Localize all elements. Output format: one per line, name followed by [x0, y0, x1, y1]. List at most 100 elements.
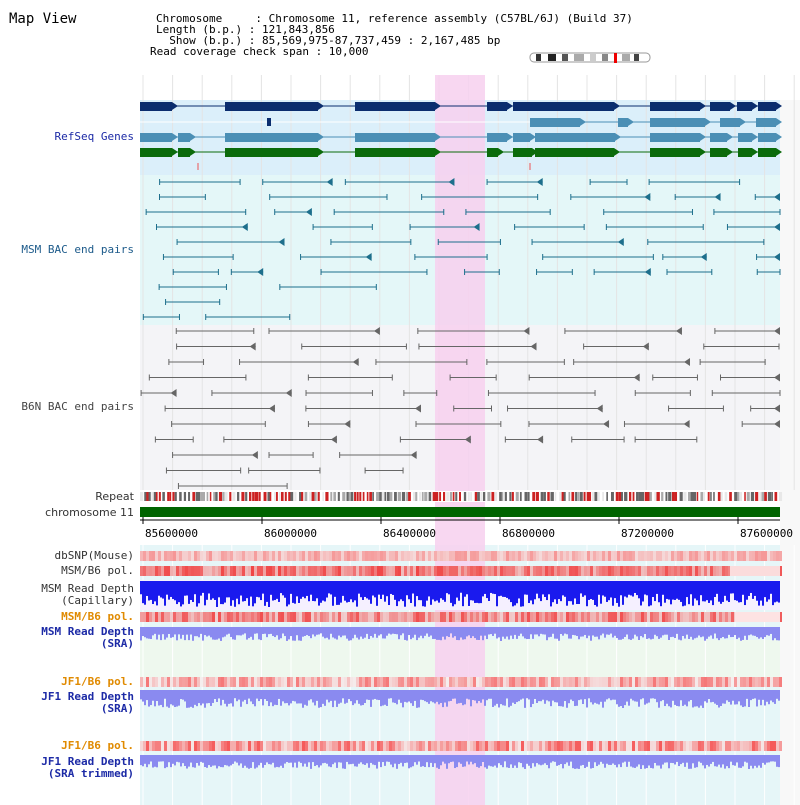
jf1-sra-depth-bar	[352, 690, 354, 706]
msm-pol2-cell	[188, 612, 191, 622]
jf1-pol2-cell	[158, 741, 161, 751]
msm-pol-cell	[215, 566, 218, 576]
msm-capillary-depth-bar	[616, 581, 618, 603]
msm-pol-cell	[365, 566, 368, 576]
jf1-pol2-cell	[149, 741, 152, 751]
jf1-sra-depth-bar	[572, 690, 574, 702]
dbsnp-cell	[605, 551, 608, 561]
msm-sra-depth-bar	[194, 627, 196, 637]
msm-pol2-cell	[686, 612, 689, 622]
msm-pol-cell	[563, 566, 566, 576]
msm-sra-depth-bar	[594, 627, 596, 637]
msm-sra-depth-bar	[208, 627, 210, 636]
jf1-trimmed-depth-bar	[328, 755, 330, 767]
msm-pol2-cell	[593, 612, 596, 622]
msm-sra-depth-bar	[504, 627, 506, 639]
jf1-trimmed-depth-bar	[752, 755, 754, 769]
msm-capillary-depth-bar	[448, 581, 450, 595]
msm-pol2-cell	[260, 612, 263, 622]
msm-pol-cell	[572, 566, 575, 576]
msm-pol2-cell	[209, 612, 212, 622]
msm-capillary-depth-bar	[772, 581, 774, 606]
refseq-gene-exon	[487, 102, 507, 111]
dbsnp-cell	[170, 551, 173, 561]
msm-capillary-depth-bar	[714, 581, 716, 598]
jf1-trimmed-depth-bar	[264, 755, 266, 765]
dbsnp-cell	[293, 551, 296, 561]
jf1-pol2-cell	[236, 741, 239, 751]
dbsnp-cell	[422, 551, 425, 561]
repeat-element	[435, 492, 439, 501]
jf1-sra-depth-bar	[410, 690, 412, 704]
jf1-sra-depth-bar	[382, 690, 384, 706]
b6n-bac-pair-end	[537, 435, 544, 444]
dbsnp-cell	[155, 551, 158, 561]
chromosome-ideogram[interactable]	[528, 51, 653, 65]
repeat-element	[179, 492, 182, 501]
jf1-pol-cell	[383, 677, 386, 687]
jf1-pol2-cell	[203, 741, 206, 751]
msm-sra-depth-bar	[586, 627, 588, 639]
jf1-pol2-cell	[269, 741, 272, 751]
jf1-trimmed-depth-bar	[142, 755, 144, 767]
msm-sra-depth-bar	[346, 627, 348, 639]
dbsnp-cell	[335, 551, 338, 561]
jf1-trimmed-depth-bar	[650, 755, 652, 768]
jf1-pol2-cell	[320, 741, 323, 751]
msm-pol2-cell	[563, 612, 566, 622]
jf1-trimmed-depth-bar	[352, 755, 354, 764]
dbsnp-cell	[431, 551, 434, 561]
jf1-pol-cell	[398, 677, 401, 687]
jf1-pol-cell	[458, 677, 461, 687]
msm-pol-cell	[320, 566, 323, 576]
jf1-trimmed-depth-bar	[342, 755, 344, 769]
jf1-trimmed-depth-bar	[616, 755, 618, 768]
msm-pol2-cell	[293, 612, 296, 622]
msm-pol2-cell	[383, 612, 386, 622]
jf1-trimmed-depth-bar	[190, 755, 192, 763]
dbsnp-cell	[500, 551, 503, 561]
msm-capillary-depth-bar	[220, 581, 222, 605]
jf1-trimmed-depth-bar	[512, 755, 514, 768]
msm-capillary-depth-bar	[270, 581, 272, 595]
msm-capillary-depth-bar	[418, 581, 420, 601]
repeat-element	[354, 492, 357, 501]
jf1-pol-cell	[620, 677, 623, 687]
jf1-pol-cell	[392, 677, 395, 687]
jf1-trimmed-depth-bar	[604, 755, 606, 768]
msm-sra-depth-bar	[742, 627, 744, 640]
jf1-pol2-cell	[575, 741, 578, 751]
jf1-pol2-cell	[671, 741, 674, 751]
repeat-element	[413, 492, 416, 501]
repeat-element	[299, 492, 302, 501]
b6n-bac-pair-end	[675, 327, 682, 335]
dbsnp-cell	[692, 551, 695, 561]
dbsnp-cell	[773, 551, 776, 561]
jf1-sra-depth-bar	[666, 690, 668, 704]
repeat-element	[284, 492, 287, 501]
jf1-trimmed-depth-bar	[418, 755, 420, 762]
msm-pol-cell	[182, 566, 185, 576]
jf1-trimmed-depth-bar	[322, 755, 324, 764]
jf1-sra-depth-bar	[540, 690, 542, 702]
msm-pol2-cell	[518, 612, 521, 622]
jf1-pol-cell	[413, 677, 416, 687]
msm-capillary-depth-bar	[708, 581, 710, 603]
msm-pol2-cell	[371, 612, 374, 622]
jf1-sra-depth-bar	[344, 690, 346, 704]
msm-capillary-depth-bar	[338, 581, 340, 605]
msm-capillary-depth-bar	[238, 581, 240, 605]
msm-sra-depth-bar	[508, 627, 510, 640]
msm-capillary-depth-bar	[300, 581, 302, 599]
jf1-trimmed-depth-bar	[728, 755, 730, 769]
msm-pol-cell	[635, 566, 638, 576]
jf1-sra-depth-bar	[302, 690, 304, 708]
msm-bac-pair-end	[774, 193, 780, 201]
jf1-sra-depth-bar	[380, 690, 382, 707]
msm-capillary-depth-bar	[684, 581, 686, 606]
msm-sra-depth-bar	[532, 627, 534, 639]
jf1-trimmed-depth-bar	[256, 755, 258, 768]
jf1-pol-cell	[707, 677, 710, 687]
repeat-element	[511, 492, 514, 501]
